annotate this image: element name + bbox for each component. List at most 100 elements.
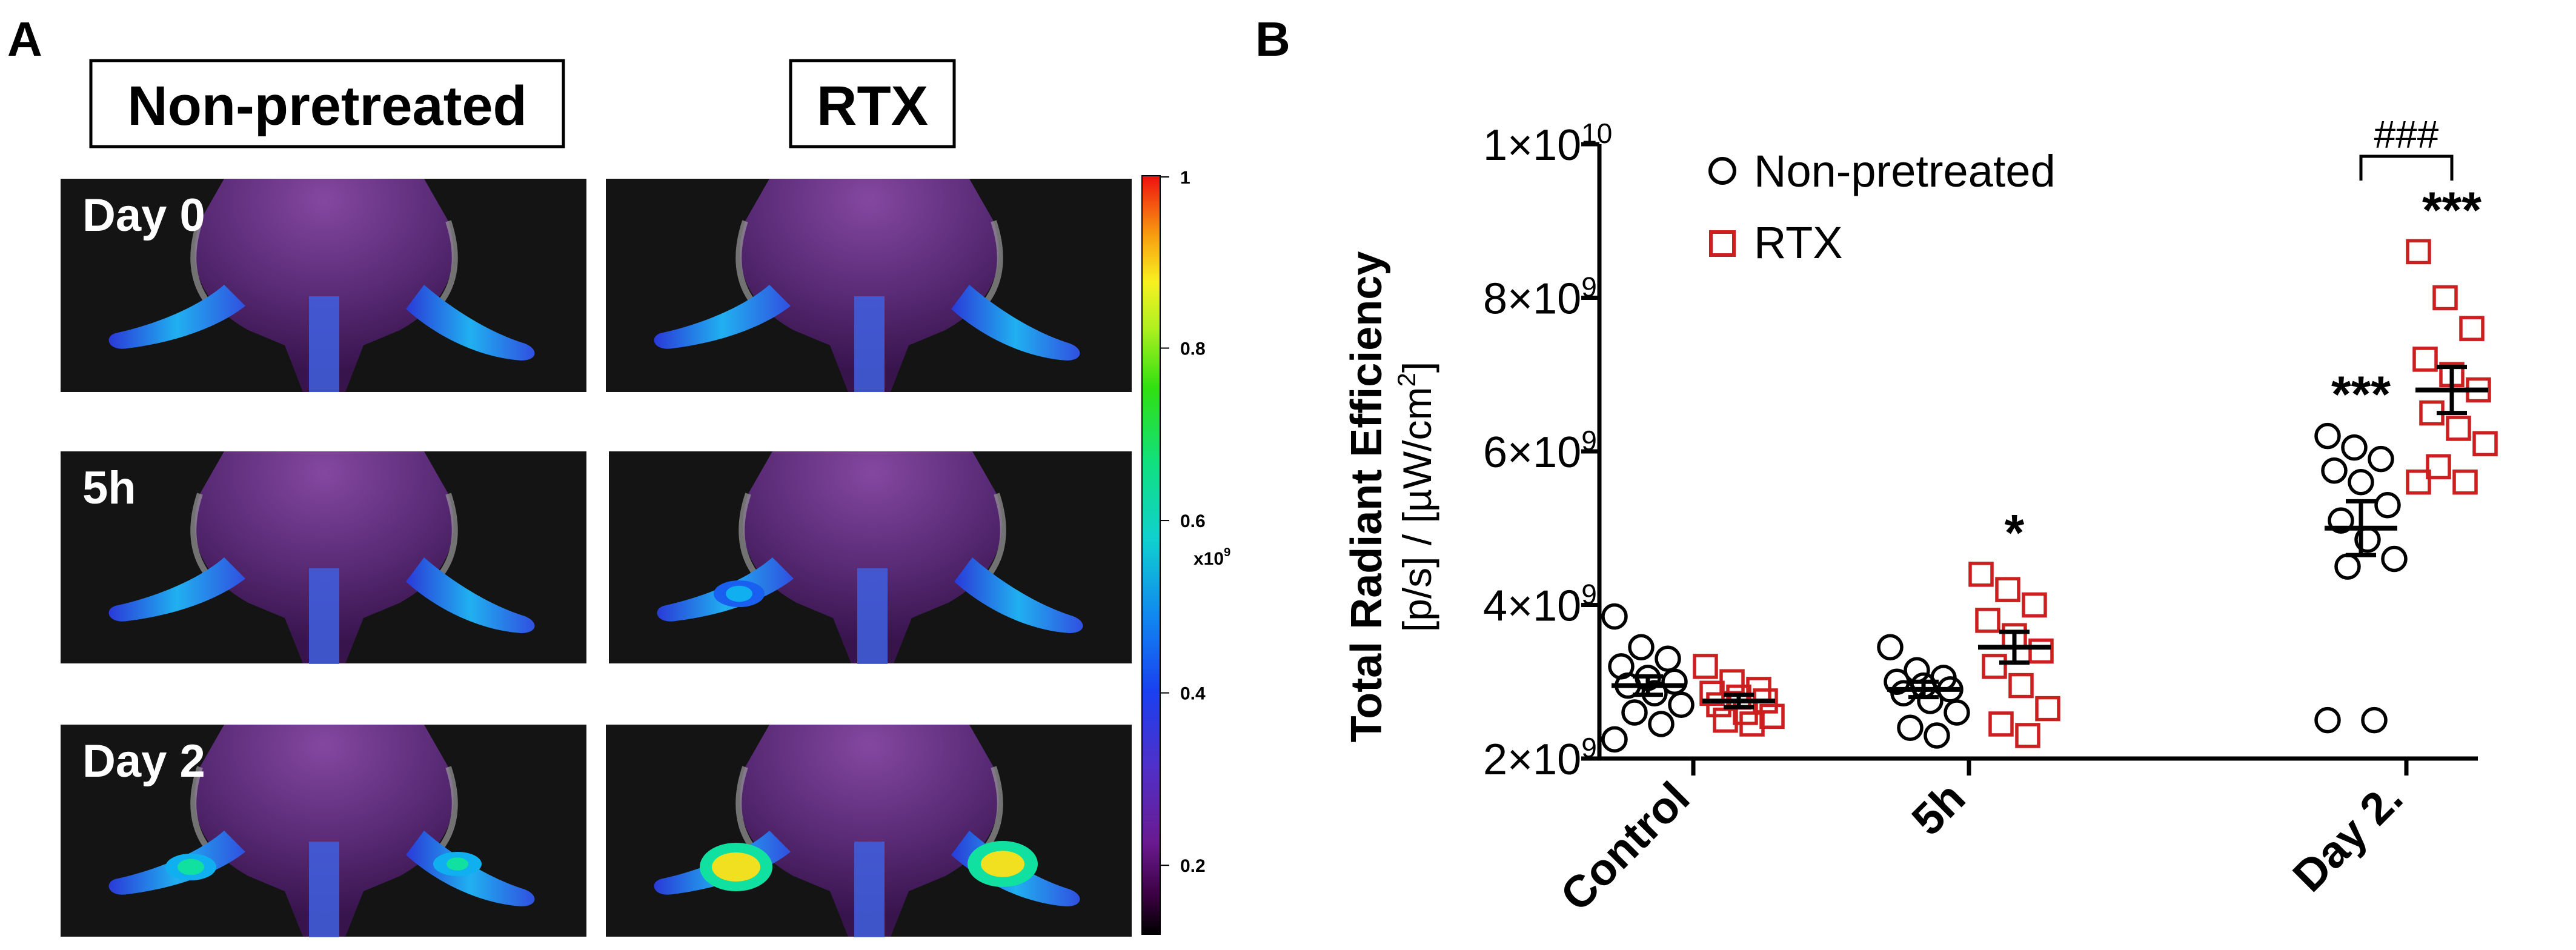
colorbar-unit: x109 xyxy=(1193,546,1230,569)
imaging-panel-r1-c1 xyxy=(609,451,1132,664)
left-paw xyxy=(654,285,791,349)
comparison-bracket: ### xyxy=(2359,113,2454,181)
point-circle xyxy=(1601,726,1628,753)
significance-label: *** xyxy=(2331,366,2391,423)
legend-item-non-pretreated: Non-pretreated xyxy=(1708,146,2056,196)
panel-a: A Non-pretreated RTX Day 0 5h Day 2 1 0.8 0.… xyxy=(7,12,1230,937)
x-category-label: 5h xyxy=(1902,772,1975,845)
paw-hotspot xyxy=(178,859,204,875)
point-square xyxy=(2472,431,2498,457)
point-circle xyxy=(2348,468,2374,496)
point-circle xyxy=(2321,457,2348,484)
point-circle xyxy=(1655,645,1681,672)
bracket-line xyxy=(2359,154,2454,181)
y-axis-label: Total Radiant Efficiency [p/s] / [µW/cm2… xyxy=(1343,251,1439,743)
point-circle xyxy=(1661,668,1688,695)
left-paw xyxy=(108,557,245,622)
body-silhouette xyxy=(740,725,999,937)
point-square xyxy=(2446,416,2471,441)
legend-marker-square xyxy=(1709,230,1736,257)
x-categories: Control 5h Day 2. xyxy=(1551,759,2412,920)
point-circle xyxy=(2361,706,2388,734)
colorbar-tick-label: 0.4 xyxy=(1180,684,1206,704)
point-square xyxy=(2452,469,2478,495)
colorbar-tick-label: 0.2 xyxy=(1180,856,1206,876)
legend-label-non-pretreated: Non-pretreated xyxy=(1754,146,2056,196)
right-paw xyxy=(406,285,535,360)
significance-label: *** xyxy=(2422,181,2481,238)
point-circle xyxy=(1890,680,1917,707)
point-square xyxy=(1975,608,2000,633)
point-square xyxy=(1968,562,1994,587)
y-tick-label: 4×109 xyxy=(1483,579,1597,631)
imaging-panel-r1-c0: 5h xyxy=(61,451,586,664)
imaging-panel-r0-c0: Day 0 xyxy=(61,179,586,392)
plot-area: 2×109 4×109 6×109 8×109 1×1010 Control 5h Day … xyxy=(1483,113,2498,920)
point-square xyxy=(2432,285,2458,311)
imaging-panel-r0-c1 xyxy=(606,179,1132,392)
point-square xyxy=(2035,696,2060,722)
point-square xyxy=(2008,673,2034,699)
point-circle xyxy=(2341,434,2368,461)
imaging-row-label: 5h xyxy=(82,462,136,514)
body-silhouette xyxy=(194,451,454,663)
point-square xyxy=(2028,638,2054,664)
colorbar-ticks: 1 0.8 0.6 0.4 0.2 xyxy=(1160,168,1206,876)
header-non-pretreated-text: Non-pretreated xyxy=(127,75,526,137)
point-circle xyxy=(1897,714,1924,742)
right-paw xyxy=(951,285,1080,360)
point-circle xyxy=(1621,699,1648,726)
point-circle xyxy=(2334,553,2361,580)
significance-label: * xyxy=(2005,504,2025,561)
y-ticks: 2×109 4×109 6×109 8×109 1×1010 xyxy=(1483,118,1612,784)
left-paw xyxy=(108,285,245,349)
point-square xyxy=(1693,654,1718,679)
point-square xyxy=(1706,692,1731,718)
x-category-label: Control xyxy=(1551,772,1699,921)
legend: Non-pretreated RTX xyxy=(1708,146,2056,268)
point-circle xyxy=(1944,699,1970,726)
body-silhouette xyxy=(740,179,999,392)
point-square xyxy=(1995,577,2020,602)
right-paw xyxy=(954,557,1083,633)
y-axis-label-line1: Total Radiant Efficiency xyxy=(1343,251,1391,743)
x-category-label: Day 2. xyxy=(2283,772,2412,902)
paw-hotspot xyxy=(446,857,468,871)
point-circle xyxy=(1877,634,1904,660)
point-circle xyxy=(1648,711,1675,737)
point-circle xyxy=(2314,422,2341,450)
point-circle xyxy=(2374,491,2401,519)
colorbar: 1 0.8 0.6 0.4 0.2 x109 xyxy=(1141,168,1230,935)
panel-a-letter: A xyxy=(7,12,42,66)
y-tick-label: 6×109 xyxy=(1483,425,1597,477)
tail xyxy=(309,296,339,392)
point-square xyxy=(1713,707,1738,733)
error-bars xyxy=(1612,365,2488,709)
imaging-panel-r2-c0: Day 2 xyxy=(61,725,586,937)
point-square xyxy=(1982,654,2007,679)
point-square xyxy=(2406,239,2431,265)
legend-item-rtx: RTX xyxy=(1709,218,1843,268)
point-circle xyxy=(1668,691,1695,719)
legend-marker-circle xyxy=(1708,157,1736,185)
tail xyxy=(857,568,888,664)
point-circle xyxy=(2381,545,2408,573)
point-square xyxy=(2412,347,2438,372)
colorbar-scale xyxy=(1141,175,1161,935)
paw-hotspot xyxy=(726,585,752,602)
point-circle xyxy=(2314,706,2341,734)
y-tick-label: 2×109 xyxy=(1483,732,1597,784)
colorbar-tick-label: 0.8 xyxy=(1180,339,1206,359)
body-silhouette xyxy=(743,451,1002,663)
header-rtx-text: RTX xyxy=(817,75,928,137)
significance-marks: ******* xyxy=(2005,181,2482,560)
imaging-row-label: Day 0 xyxy=(82,190,205,241)
point-square xyxy=(1759,703,1785,729)
column-header-rtx: RTX xyxy=(789,59,956,148)
panel-b: B Total Radiant Efficiency [p/s] / [µW/c… xyxy=(1255,12,2498,920)
colorbar-tick-label: 0.6 xyxy=(1180,511,1206,531)
point-circle xyxy=(1628,634,1655,660)
point-square xyxy=(1988,711,2014,737)
tail xyxy=(854,842,885,937)
data-points xyxy=(1601,239,2498,753)
